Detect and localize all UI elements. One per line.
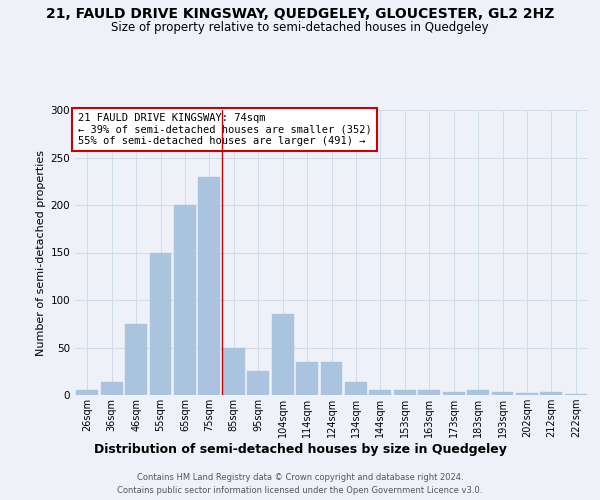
Text: Size of property relative to semi-detached houses in Quedgeley: Size of property relative to semi-detach…	[111, 21, 489, 34]
Text: Contains public sector information licensed under the Open Government Licence v3: Contains public sector information licen…	[118, 486, 482, 495]
Bar	[418, 390, 440, 395]
Y-axis label: Number of semi-detached properties: Number of semi-detached properties	[36, 150, 46, 356]
Bar	[370, 390, 391, 395]
Bar	[101, 382, 122, 395]
Bar	[491, 392, 514, 395]
Bar	[541, 392, 562, 395]
Bar	[272, 314, 293, 395]
Bar	[125, 324, 147, 395]
Bar	[149, 252, 172, 395]
Bar	[565, 394, 587, 395]
Bar	[467, 390, 489, 395]
Bar	[76, 390, 98, 395]
Text: 21 FAULD DRIVE KINGSWAY: 74sqm
← 39% of semi-detached houses are smaller (352)
5: 21 FAULD DRIVE KINGSWAY: 74sqm ← 39% of …	[77, 113, 371, 146]
Bar	[174, 205, 196, 395]
Bar	[394, 390, 416, 395]
Text: 21, FAULD DRIVE KINGSWAY, QUEDGELEY, GLOUCESTER, GL2 2HZ: 21, FAULD DRIVE KINGSWAY, QUEDGELEY, GLO…	[46, 8, 554, 22]
Bar	[199, 176, 220, 395]
Bar	[516, 393, 538, 395]
Bar	[345, 382, 367, 395]
Bar	[247, 371, 269, 395]
Bar	[223, 348, 245, 395]
Bar	[296, 362, 318, 395]
Text: Distribution of semi-detached houses by size in Quedgeley: Distribution of semi-detached houses by …	[94, 442, 506, 456]
Text: Contains HM Land Registry data © Crown copyright and database right 2024.: Contains HM Land Registry data © Crown c…	[137, 472, 463, 482]
Bar	[320, 362, 343, 395]
Bar	[443, 392, 464, 395]
